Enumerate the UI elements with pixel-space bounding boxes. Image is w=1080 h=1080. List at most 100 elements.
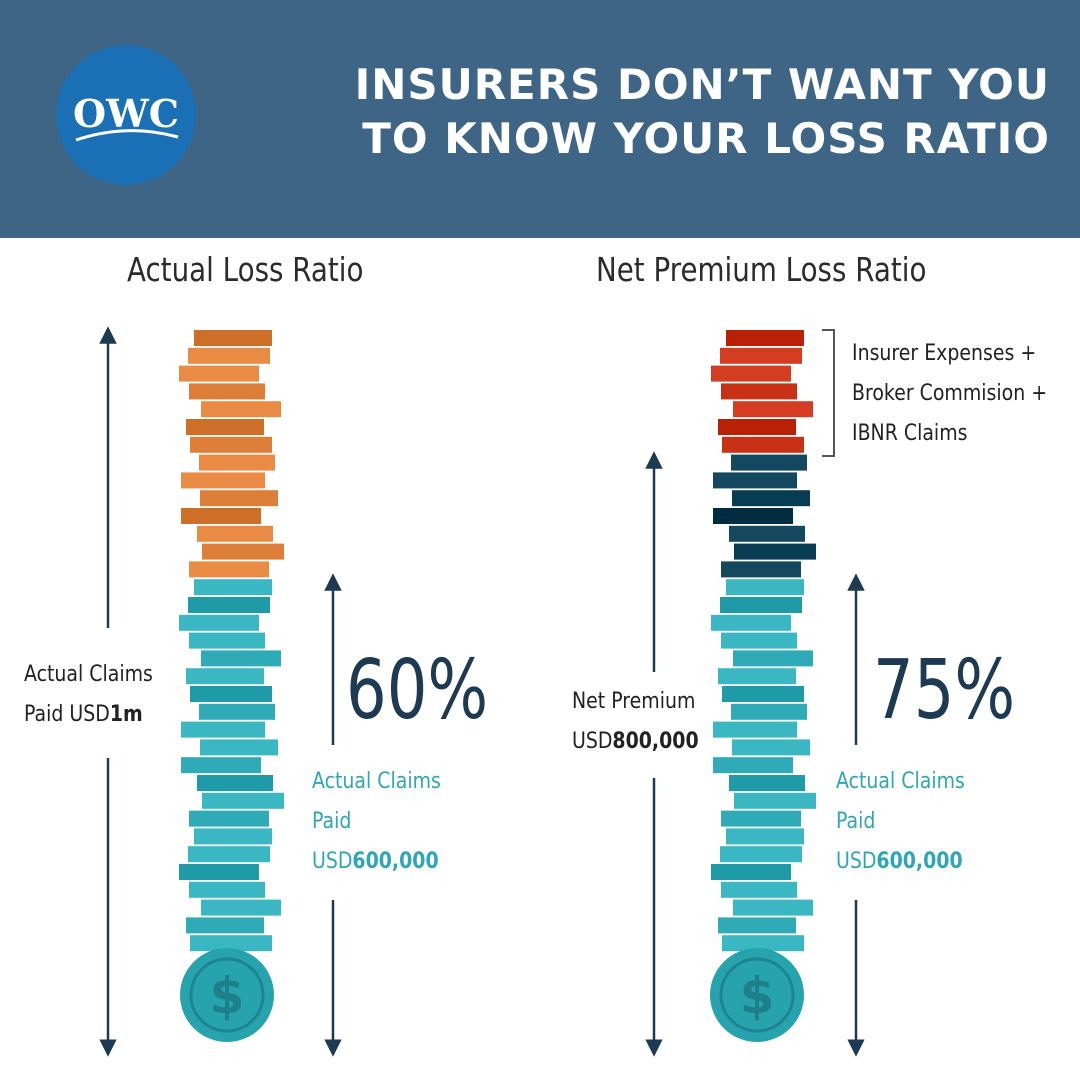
claims-layer (181, 757, 261, 774)
right-dollar-coin-icon: $ (710, 948, 804, 1042)
claims-layer (721, 632, 797, 649)
claims-layer (190, 686, 272, 702)
left-total-label: Actual Claims Paid USD1m (24, 655, 153, 735)
premium-layer (181, 472, 265, 489)
expenses-layer (721, 383, 797, 400)
owc-logo: OWC (56, 45, 196, 185)
expenses-line3: IBNR Claims (852, 421, 968, 446)
logo-text: OWC (73, 91, 179, 136)
headline-line-1: INSURERS DON’T WANT YOU (354, 60, 1050, 109)
right-coin-stack (711, 330, 816, 952)
claims-layer (721, 881, 797, 898)
claims-layer (722, 686, 804, 702)
retained-premium-layer (734, 543, 816, 560)
left-coin-stack (179, 330, 284, 952)
left-claims-line2: Paid (312, 809, 352, 834)
claims-layer (186, 668, 264, 685)
claims-layer (201, 650, 281, 667)
left-total-label-line1: Actual Claims (24, 662, 153, 687)
claims-layer (733, 899, 813, 916)
expenses-label: Insurer Expenses + Broker Commision + IB… (852, 334, 1047, 454)
premium-layer (197, 525, 273, 542)
premium-layer (201, 401, 281, 418)
right-claims-line3: USD600,000 (836, 849, 963, 874)
premium-layer (190, 436, 272, 453)
claims-layer (720, 846, 802, 863)
svg-text:$: $ (740, 967, 775, 1025)
claims-layer (734, 792, 816, 809)
left-claims-line1: Actual Claims (312, 769, 441, 794)
retained-premium-layer (721, 561, 801, 578)
claims-layer (713, 757, 793, 774)
net-premium-line2: USD800,000 (572, 729, 699, 754)
claims-layer (190, 935, 272, 952)
claims-layer (189, 810, 269, 827)
claims-layer (188, 846, 270, 863)
expenses-layer (733, 401, 813, 418)
expenses-layer (718, 419, 796, 435)
claims-layer (189, 632, 265, 649)
premium-layer (200, 490, 278, 507)
claims-layer (720, 597, 802, 613)
expenses-line1: Insurer Expenses + (852, 341, 1037, 366)
premium-layer (202, 543, 284, 560)
expenses-layer (711, 365, 791, 382)
right-panel-title: Net Premium Loss Ratio (596, 250, 927, 289)
retained-premium-layer (731, 454, 807, 471)
left-percentage: 60% (346, 643, 489, 738)
retained-premium-layer (732, 490, 810, 507)
header-banner: OWC INSURERS DON’T WANT YOU TO KNOW YOUR… (0, 0, 1080, 238)
premium-layer (186, 419, 264, 435)
claims-layer (201, 899, 281, 916)
headline-line-2: TO KNOW YOUR LOSS RATIO (362, 114, 1050, 163)
claims-layer (733, 650, 813, 667)
headline: INSURERS DON’T WANT YOU TO KNOW YOUR LOS… (355, 58, 1050, 166)
claims-layer (189, 881, 265, 898)
claims-layer (718, 668, 796, 685)
retained-premium-layer (713, 508, 793, 524)
claims-layer (179, 864, 259, 880)
claims-layer (179, 614, 259, 631)
claims-layer (711, 864, 791, 880)
premium-layer (181, 508, 261, 524)
expenses-layer (720, 347, 802, 364)
expenses-layer (726, 330, 804, 346)
svg-text:$: $ (210, 967, 245, 1025)
claims-layer (186, 917, 264, 934)
left-claims-label: Actual Claims Paid USD600,000 (312, 762, 441, 882)
claims-layer (194, 828, 272, 845)
claims-layer (199, 703, 275, 720)
expenses-bracket-icon (822, 329, 835, 457)
claims-layer (202, 792, 284, 809)
right-claims-label: Actual Claims Paid USD600,000 (836, 762, 965, 882)
premium-layer (189, 561, 269, 578)
claims-layer (188, 597, 270, 613)
premium-layer (199, 454, 275, 471)
claims-layer (200, 739, 278, 756)
left-dollar-coin-icon: $ (180, 948, 274, 1042)
claims-layer (732, 739, 810, 756)
retained-premium-layer (713, 472, 797, 489)
expenses-layer (722, 436, 804, 453)
premium-layer (179, 365, 259, 382)
retained-premium-layer (729, 525, 805, 542)
claims-layer (726, 828, 804, 845)
claims-layer (729, 775, 805, 791)
claims-layer (181, 721, 265, 738)
claims-layer (711, 614, 791, 631)
claims-layer (718, 917, 796, 934)
net-premium-label: Net Premium USD800,000 (572, 682, 699, 762)
claims-layer (726, 579, 804, 596)
right-claims-line1: Actual Claims (836, 769, 965, 794)
claims-layer (194, 579, 272, 596)
net-premium-line1: Net Premium (572, 689, 696, 714)
left-claims-line3: USD600,000 (312, 849, 439, 874)
claims-layer (713, 721, 797, 738)
premium-layer (194, 330, 272, 346)
premium-layer (188, 347, 270, 364)
expenses-line2: Broker Commision + (852, 381, 1048, 406)
premium-layer (189, 383, 265, 400)
claims-layer (731, 703, 807, 720)
left-total-label-line2: Paid USD1m (24, 702, 143, 727)
